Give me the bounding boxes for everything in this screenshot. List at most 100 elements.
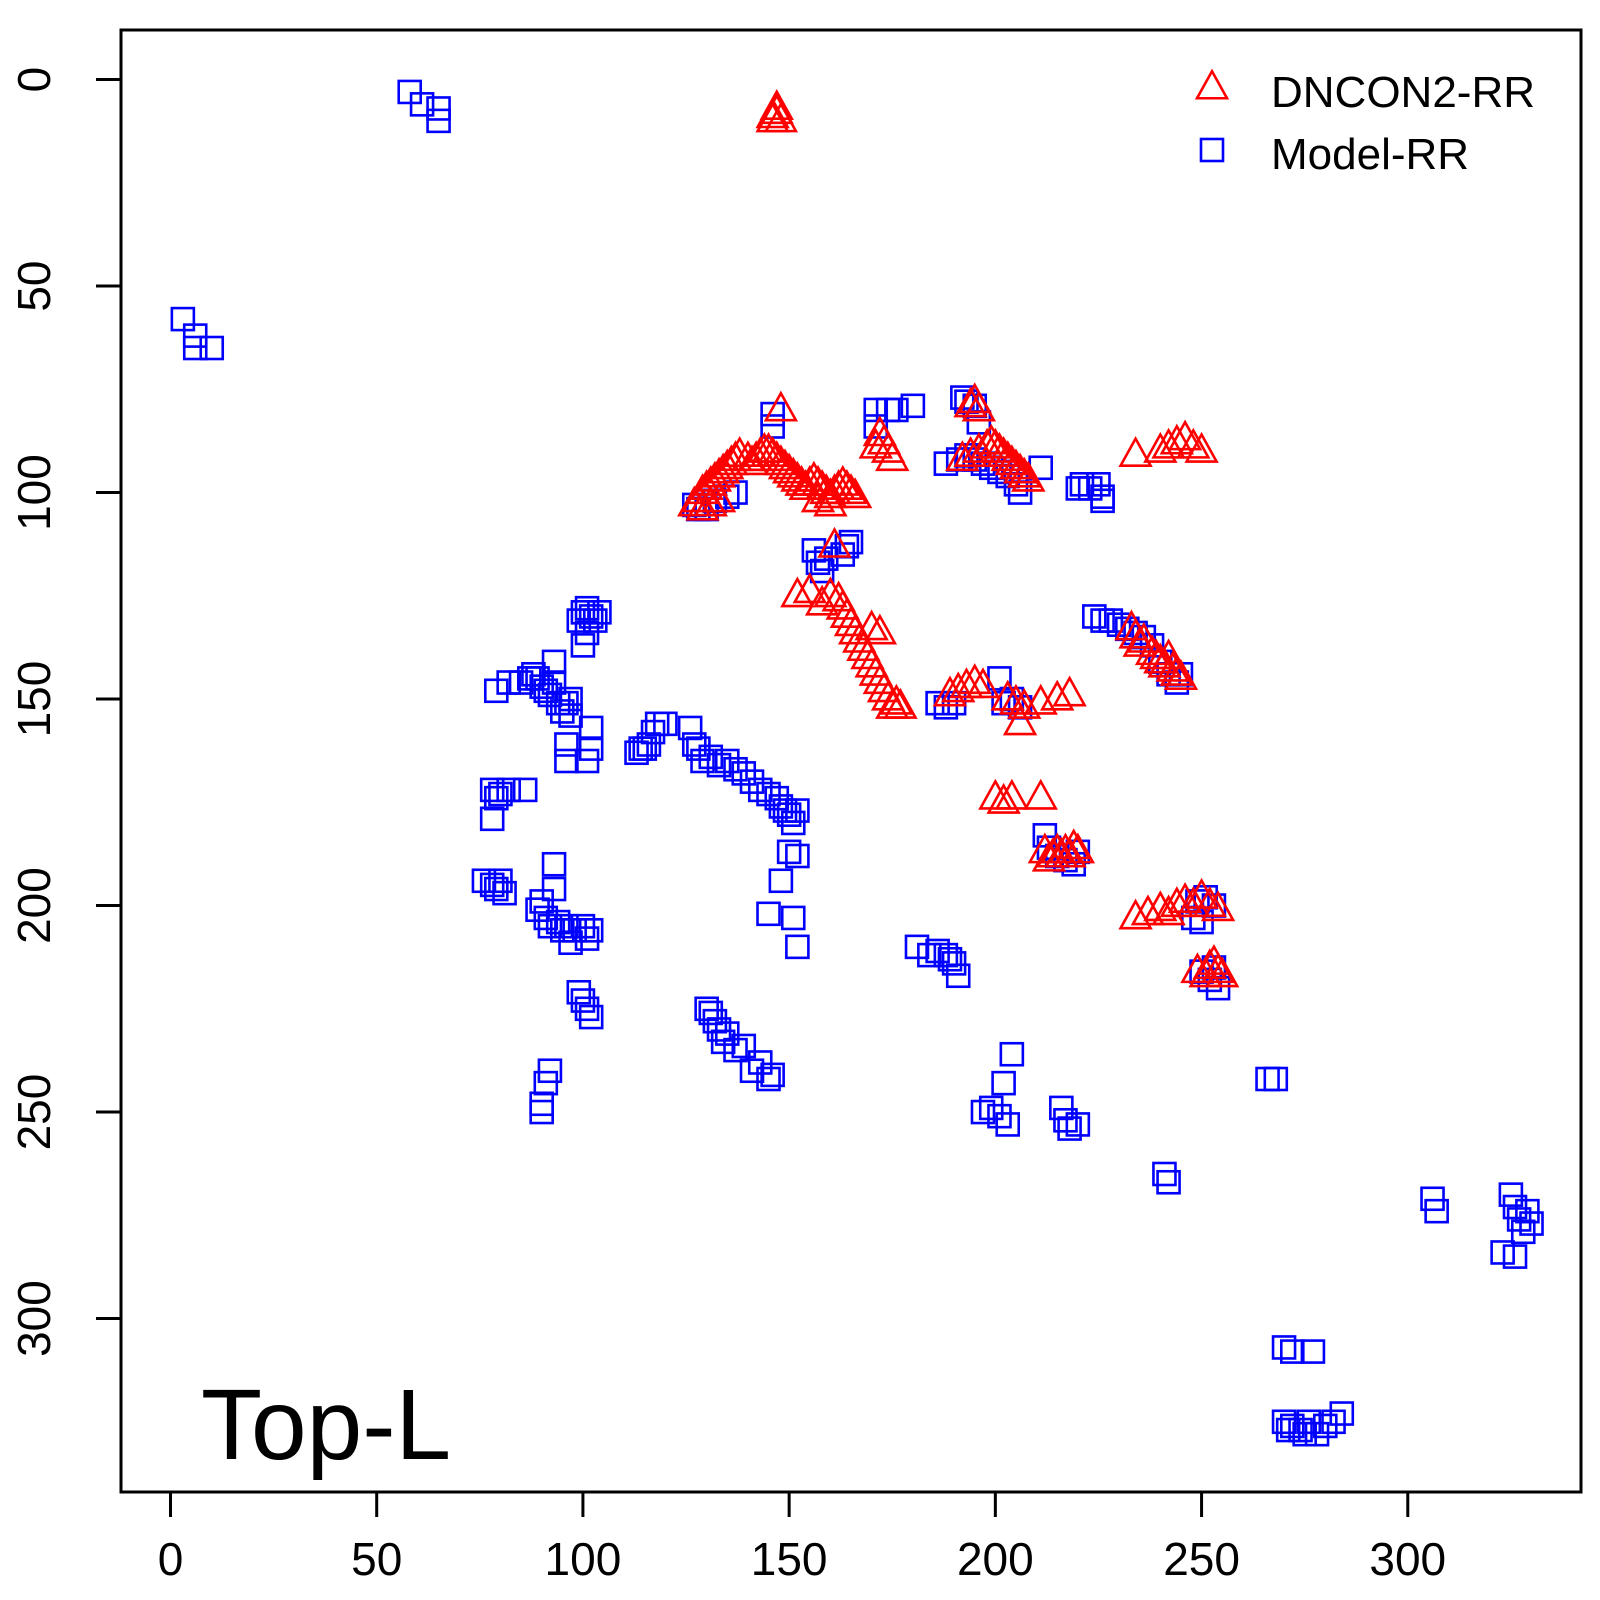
triangle-point (792, 572, 827, 604)
square-point (1077, 476, 1103, 501)
square-point (1057, 1116, 1082, 1141)
x-tick-label: 50 (351, 1533, 402, 1585)
x-tick-label: 250 (1163, 1533, 1240, 1585)
x-axis: 0 50 100 150 200 250 300 (158, 1490, 1446, 1585)
triangle-point (755, 435, 790, 467)
square-point (1420, 1186, 1445, 1212)
square-point (1090, 488, 1115, 514)
triangle-point (817, 526, 852, 558)
square-point (578, 736, 604, 761)
legend-item: Model-RR (1199, 130, 1469, 179)
square-point (731, 1033, 757, 1059)
square-point (484, 678, 509, 704)
triangle-point (862, 613, 898, 645)
square-point (1255, 1066, 1280, 1092)
triangle-point (1143, 642, 1178, 674)
square-point (549, 918, 575, 943)
square-point (813, 546, 839, 571)
panel-label: Top-L (201, 1369, 451, 1481)
square-point (1329, 1401, 1355, 1426)
legend-item: DNCON2-RR (1194, 68, 1535, 117)
triangle-point (776, 456, 811, 488)
square-point (578, 604, 604, 629)
series-dncon2-rr (677, 89, 1240, 988)
triangle-point (1200, 890, 1236, 922)
square-point (566, 979, 592, 1005)
square-point (529, 674, 554, 699)
square-point (1519, 1211, 1544, 1236)
square-point (698, 744, 724, 770)
square-point (941, 951, 967, 976)
square-point (1189, 909, 1214, 935)
square-point (1152, 1161, 1177, 1187)
triangle-point (759, 440, 794, 472)
square-point (764, 785, 790, 811)
triangle-point (986, 782, 1021, 814)
triangle-point (1023, 778, 1058, 810)
square-point (554, 690, 579, 716)
square-point (578, 918, 604, 943)
legend: DNCON2-RR Model-RR (1194, 68, 1535, 179)
triangle-point (767, 448, 803, 480)
square-point (409, 92, 435, 117)
square-point (1275, 1417, 1301, 1443)
triangle-point (1159, 886, 1195, 918)
square-point (747, 1050, 773, 1075)
square-point (739, 1058, 765, 1084)
square-point (496, 777, 521, 803)
square-point (632, 736, 658, 761)
square-point (723, 756, 748, 782)
square-point (768, 868, 794, 894)
square-point (558, 686, 583, 712)
square-point (1498, 1182, 1524, 1207)
square-point (574, 595, 600, 621)
square-point (170, 306, 196, 332)
square-point (541, 649, 567, 675)
y-axis: 0 50 100 150 200 250 300 (8, 67, 123, 1357)
square-point (780, 810, 806, 836)
square-point (1490, 1240, 1515, 1265)
square-point (562, 918, 587, 943)
square-point (529, 1099, 554, 1125)
series-model-rr (170, 79, 1544, 1447)
triangle-point (813, 576, 848, 608)
square-point (900, 393, 926, 419)
triangle-point (990, 440, 1025, 472)
square-point (917, 942, 942, 968)
triangle-point (771, 452, 807, 484)
square-point (492, 880, 517, 906)
y-tick-label: 200 (8, 867, 60, 944)
square-point (1086, 471, 1111, 497)
triangle-point (974, 423, 1009, 455)
square-point (541, 670, 567, 695)
square-point (574, 748, 600, 774)
triangle-point (1151, 427, 1186, 459)
square-point (558, 930, 583, 956)
square-point (785, 843, 810, 869)
square-point (1304, 1421, 1330, 1447)
triangle-point (1159, 423, 1195, 455)
square-point (933, 942, 959, 968)
triangle-point (837, 477, 873, 509)
triangle-point (961, 390, 997, 422)
triangle-point (1118, 435, 1153, 467)
triangle-point (833, 473, 869, 505)
x-tick-label: 0 (158, 1533, 184, 1585)
square-point (533, 1070, 559, 1096)
square-point (1424, 1198, 1449, 1224)
square-point (529, 1091, 554, 1117)
legend-square-icon (1199, 137, 1225, 163)
square-point (1065, 476, 1091, 501)
triangle-point (1176, 427, 1211, 459)
triangle-point (800, 464, 836, 496)
triangle-point (763, 444, 799, 476)
square-point (1263, 1066, 1289, 1092)
triangle-point (1143, 431, 1178, 463)
square-point (756, 781, 781, 807)
square-point (925, 938, 950, 964)
square-point (1065, 1112, 1091, 1137)
triangle-point (978, 427, 1013, 459)
legend-triangle-icon (1194, 68, 1230, 100)
triangle-point (780, 576, 815, 608)
